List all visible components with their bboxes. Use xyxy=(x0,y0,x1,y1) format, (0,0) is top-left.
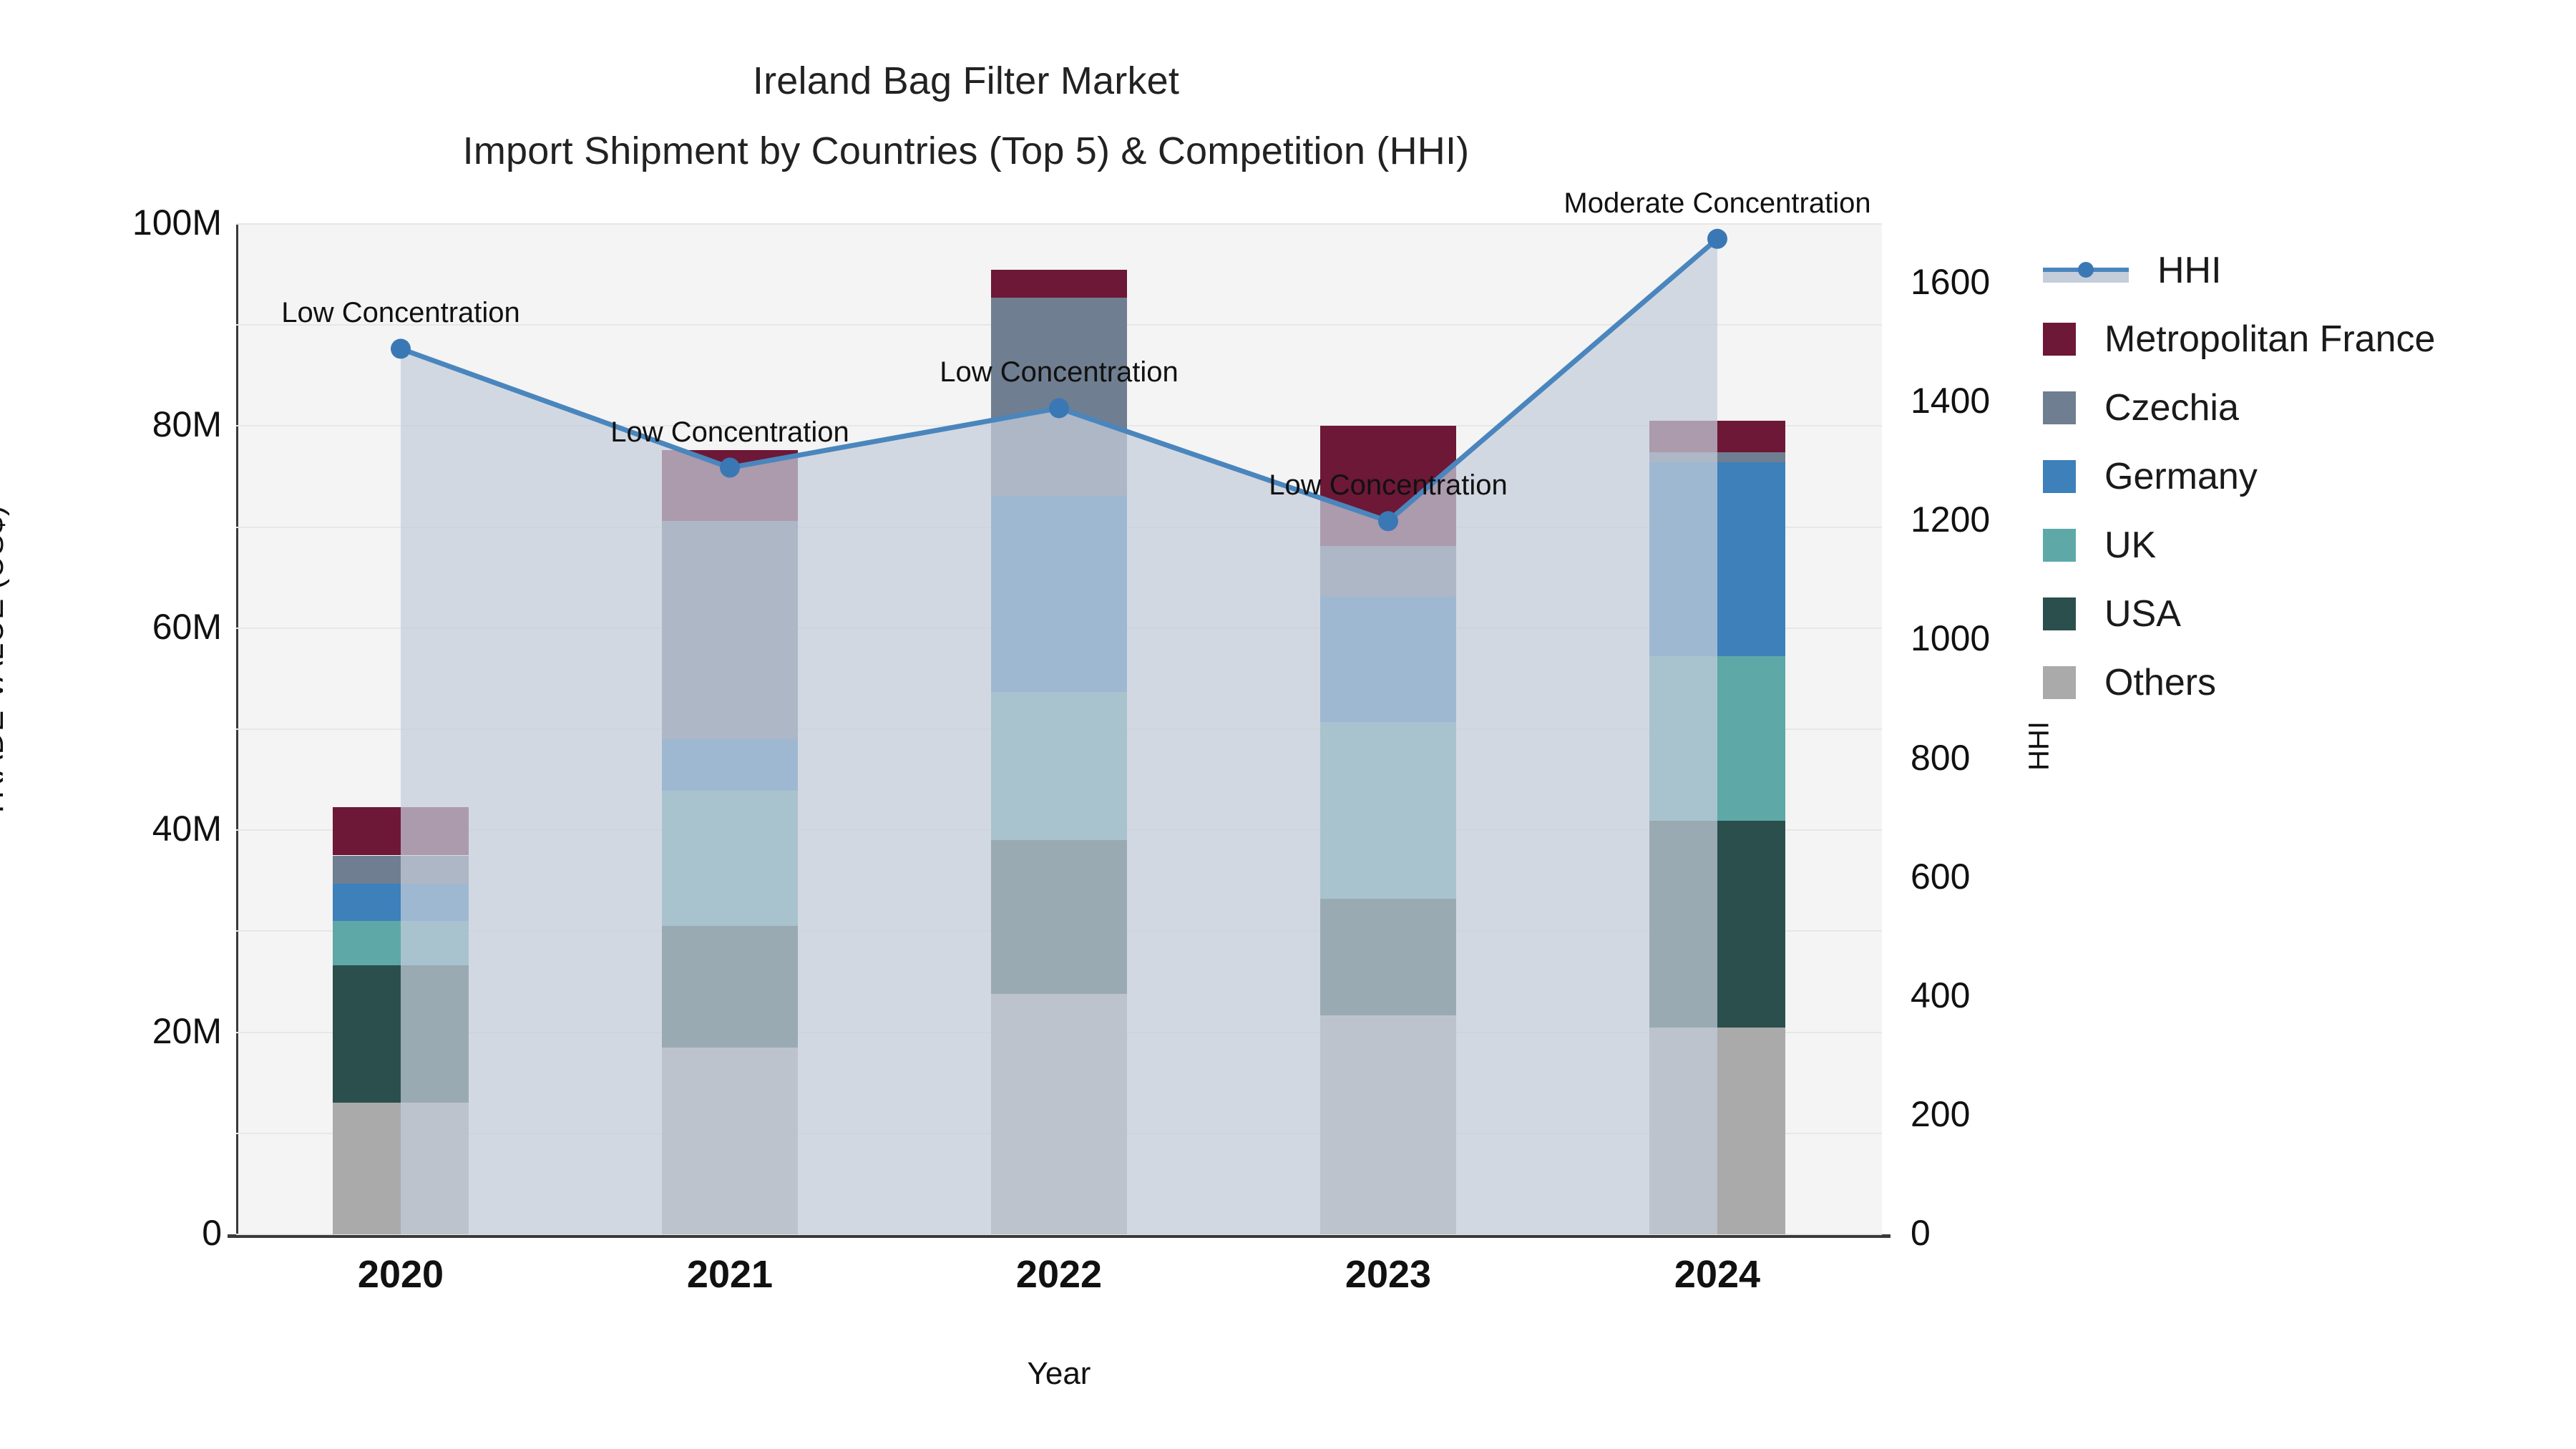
x-axis-line xyxy=(228,1234,1890,1238)
y-axis-left-tick: 20M xyxy=(152,1010,222,1051)
legend-label: USA xyxy=(2104,593,2181,635)
hhi-markers xyxy=(391,228,1727,532)
legend-label: HHI xyxy=(2157,250,2222,291)
legend-label: UK xyxy=(2104,525,2157,566)
legend-item-hhi[interactable]: HHI xyxy=(2043,236,2572,305)
y-axis-left-tick: 40M xyxy=(152,809,222,849)
hhi-line-overlay xyxy=(391,228,1727,1234)
legend-line-marker-icon xyxy=(2043,254,2129,287)
legend-dot-icon xyxy=(2078,262,2094,278)
legend-item-usa[interactable]: USA xyxy=(2043,580,2572,648)
y-axis-right-tick: 200 xyxy=(1911,1093,1971,1134)
hhi-point-2022[interactable] xyxy=(1049,398,1069,419)
chart-title-line2: Import Shipment by Countries (Top 5) & C… xyxy=(462,130,1470,172)
legend-label: Germany xyxy=(2104,456,2258,497)
chart-legend: HHI Metropolitan France Czechia Germany UK US… xyxy=(2043,236,2572,717)
x-axis-tick-2023: 2023 xyxy=(1345,1253,1432,1296)
legend-item-others[interactable]: Others xyxy=(2043,648,2572,717)
y-axis-right-tick: 1600 xyxy=(1911,262,1991,303)
legend-item-germany[interactable]: Germany xyxy=(2043,442,2572,511)
x-axis-tick-2022: 2022 xyxy=(1015,1253,1103,1296)
y-axis-left-tick: 60M xyxy=(152,606,222,647)
y-axis-left-tick: 80M xyxy=(152,404,222,445)
legend-item-czechia[interactable]: Czechia xyxy=(2043,374,2572,442)
x-axis-tick-2020: 2020 xyxy=(357,1253,444,1296)
y-axis-right-tick: 800 xyxy=(1911,737,1971,778)
legend-swatch-icon xyxy=(2043,391,2076,424)
legend-swatch-icon xyxy=(2043,597,2076,630)
annotation-2024: Moderate Concentration xyxy=(1563,187,1871,219)
legend-item-metropolitan-france[interactable]: Metropolitan France xyxy=(2043,305,2572,374)
hhi-point-2023[interactable] xyxy=(1378,511,1398,532)
legend-label: Czechia xyxy=(2104,387,2239,429)
legend-label: Metropolitan France xyxy=(2104,318,2436,360)
legend-swatch-icon xyxy=(2043,460,2076,493)
y-axis-right-tick: 600 xyxy=(1911,856,1971,897)
x-axis-label: Year xyxy=(1027,1356,1091,1391)
y-axis-left-label: TRADE VALUE (US$) xyxy=(0,505,10,819)
annotation-2023: Low Concentration xyxy=(1269,469,1508,502)
y-axis-left-tick: 100M xyxy=(132,203,222,243)
legend-swatch-icon xyxy=(2043,666,2076,699)
legend-label: Others xyxy=(2104,662,2217,703)
x-axis-tick-2021: 2021 xyxy=(686,1253,774,1296)
bar-segment[interactable] xyxy=(991,269,1127,298)
y-axis-right-tick: 1200 xyxy=(1911,499,1991,540)
hhi-point-2024[interactable] xyxy=(1707,228,1727,249)
hhi-point-2021[interactable] xyxy=(720,457,740,478)
hhi-point-2020[interactable] xyxy=(391,338,411,359)
legend-swatch-icon xyxy=(2043,323,2076,356)
y-axis-left-tick: 0 xyxy=(202,1213,222,1253)
y-axis-right-tick: 1000 xyxy=(1911,618,1991,659)
gridline xyxy=(236,223,1882,225)
hhi-area-fill xyxy=(401,238,1717,1234)
legend-swatch-icon xyxy=(2043,529,2076,562)
y-axis-right-tick: 1400 xyxy=(1911,381,1991,421)
x-axis-tick-2024: 2024 xyxy=(1674,1253,1761,1296)
annotation-2021: Low Concentration xyxy=(610,416,849,448)
gridline xyxy=(236,1234,1882,1235)
y-axis-right-tick: 0 xyxy=(1911,1213,1931,1253)
annotation-2022: Low Concentration xyxy=(940,356,1179,389)
legend-item-uk[interactable]: UK xyxy=(2043,511,2572,580)
annotation-2020: Low Concentration xyxy=(281,297,520,329)
y-axis-right-tick: 400 xyxy=(1911,975,1971,1015)
chart-title-line1: Ireland Bag Filter Market xyxy=(752,59,1180,102)
